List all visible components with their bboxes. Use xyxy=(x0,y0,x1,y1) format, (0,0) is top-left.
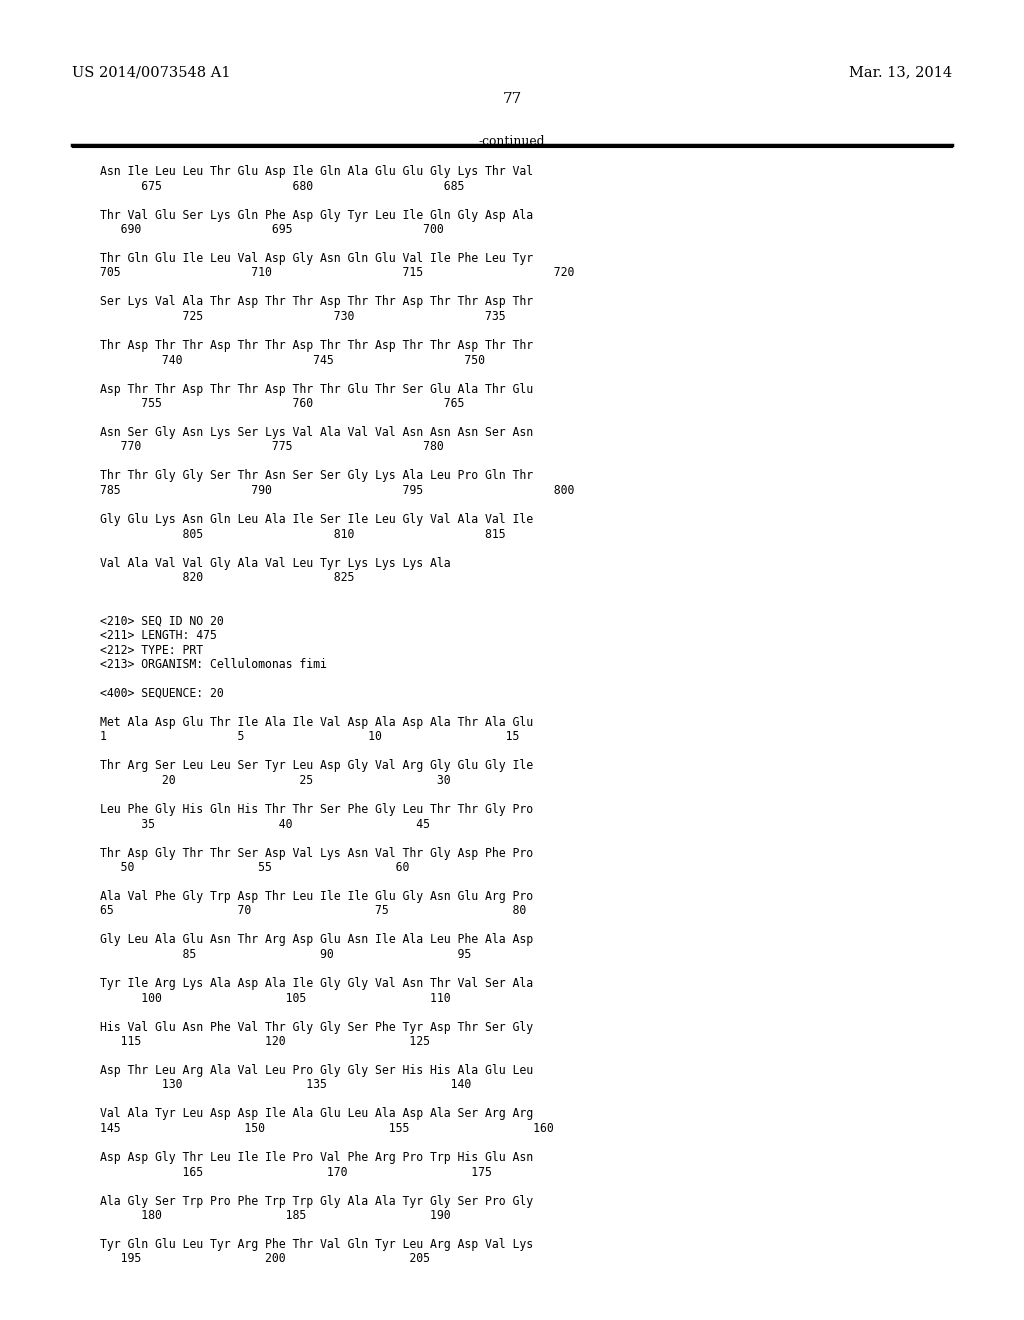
Text: Gly Leu Ala Glu Asn Thr Arg Asp Glu Asn Ile Ala Leu Phe Ala Asp: Gly Leu Ala Glu Asn Thr Arg Asp Glu Asn … xyxy=(100,933,534,946)
Text: 65                  70                  75                  80: 65 70 75 80 xyxy=(100,904,526,917)
Text: Thr Val Glu Ser Lys Gln Phe Asp Gly Tyr Leu Ile Gln Gly Asp Ala: Thr Val Glu Ser Lys Gln Phe Asp Gly Tyr … xyxy=(100,209,534,222)
Text: 145                  150                  155                  160: 145 150 155 160 xyxy=(100,1122,554,1135)
Text: Thr Asp Gly Thr Thr Ser Asp Val Lys Asn Val Thr Gly Asp Phe Pro: Thr Asp Gly Thr Thr Ser Asp Val Lys Asn … xyxy=(100,846,534,859)
Text: Leu Phe Gly His Gln His Thr Thr Ser Phe Gly Leu Thr Thr Gly Pro: Leu Phe Gly His Gln His Thr Thr Ser Phe … xyxy=(100,803,534,816)
Text: 705                   710                   715                   720: 705 710 715 720 xyxy=(100,267,574,280)
Text: Thr Gln Glu Ile Leu Val Asp Gly Asn Gln Glu Val Ile Phe Leu Tyr: Thr Gln Glu Ile Leu Val Asp Gly Asn Gln … xyxy=(100,252,534,265)
Text: 115                  120                  125: 115 120 125 xyxy=(100,1035,430,1048)
Text: 130                  135                  140: 130 135 140 xyxy=(100,1078,471,1092)
Text: Ala Val Phe Gly Trp Asp Thr Leu Ile Ile Glu Gly Asn Glu Arg Pro: Ala Val Phe Gly Trp Asp Thr Leu Ile Ile … xyxy=(100,890,534,903)
Text: Asp Asp Gly Thr Leu Ile Ile Pro Val Phe Arg Pro Trp His Glu Asn: Asp Asp Gly Thr Leu Ile Ile Pro Val Phe … xyxy=(100,1151,534,1164)
Text: 20                  25                  30: 20 25 30 xyxy=(100,774,451,787)
Text: Val Ala Val Val Gly Ala Val Leu Tyr Lys Lys Lys Ala: Val Ala Val Val Gly Ala Val Leu Tyr Lys … xyxy=(100,557,451,569)
Text: 690                   695                   700: 690 695 700 xyxy=(100,223,443,236)
Text: 77: 77 xyxy=(503,92,521,106)
Text: Ser Lys Val Ala Thr Asp Thr Thr Asp Thr Thr Asp Thr Thr Asp Thr: Ser Lys Val Ala Thr Asp Thr Thr Asp Thr … xyxy=(100,296,534,309)
Text: Val Ala Tyr Leu Asp Asp Ile Ala Glu Leu Ala Asp Ala Ser Arg Arg: Val Ala Tyr Leu Asp Asp Ile Ala Glu Leu … xyxy=(100,1107,534,1121)
Text: 35                  40                  45: 35 40 45 xyxy=(100,817,430,830)
Text: Tyr Gln Glu Leu Tyr Arg Phe Thr Val Gln Tyr Leu Arg Asp Val Lys: Tyr Gln Glu Leu Tyr Arg Phe Thr Val Gln … xyxy=(100,1238,534,1251)
Text: Thr Thr Gly Gly Ser Thr Asn Ser Ser Gly Lys Ala Leu Pro Gln Thr: Thr Thr Gly Gly Ser Thr Asn Ser Ser Gly … xyxy=(100,470,534,483)
Text: Asn Ile Leu Leu Thr Glu Asp Ile Gln Ala Glu Glu Gly Lys Thr Val: Asn Ile Leu Leu Thr Glu Asp Ile Gln Ala … xyxy=(100,165,534,178)
Text: Thr Arg Ser Leu Leu Ser Tyr Leu Asp Gly Val Arg Gly Glu Gly Ile: Thr Arg Ser Leu Leu Ser Tyr Leu Asp Gly … xyxy=(100,759,534,772)
Text: Asn Ser Gly Asn Lys Ser Lys Val Ala Val Val Asn Asn Asn Ser Asn: Asn Ser Gly Asn Lys Ser Lys Val Ala Val … xyxy=(100,426,534,440)
Text: 100                  105                  110: 100 105 110 xyxy=(100,991,451,1005)
Text: Tyr Ile Arg Lys Ala Asp Ala Ile Gly Gly Val Asn Thr Val Ser Ala: Tyr Ile Arg Lys Ala Asp Ala Ile Gly Gly … xyxy=(100,977,534,990)
Text: His Val Glu Asn Phe Val Thr Gly Gly Ser Phe Tyr Asp Thr Ser Gly: His Val Glu Asn Phe Val Thr Gly Gly Ser … xyxy=(100,1020,534,1034)
Text: 740                   745                   750: 740 745 750 xyxy=(100,354,485,367)
Text: -continued: -continued xyxy=(479,135,545,148)
Text: <212> TYPE: PRT: <212> TYPE: PRT xyxy=(100,644,203,656)
Text: 1                   5                  10                  15: 1 5 10 15 xyxy=(100,730,519,743)
Text: 785                   790                   795                   800: 785 790 795 800 xyxy=(100,484,574,498)
Text: 675                   680                   685: 675 680 685 xyxy=(100,180,464,193)
Text: Mar. 13, 2014: Mar. 13, 2014 xyxy=(849,65,952,79)
Text: 195                  200                  205: 195 200 205 xyxy=(100,1253,430,1266)
Text: <213> ORGANISM: Cellulomonas fimi: <213> ORGANISM: Cellulomonas fimi xyxy=(100,657,327,671)
Text: <400> SEQUENCE: 20: <400> SEQUENCE: 20 xyxy=(100,686,224,700)
Text: Gly Glu Lys Asn Gln Leu Ala Ile Ser Ile Leu Gly Val Ala Val Ile: Gly Glu Lys Asn Gln Leu Ala Ile Ser Ile … xyxy=(100,513,534,525)
Text: 805                   810                   815: 805 810 815 xyxy=(100,528,506,540)
Text: 725                   730                   735: 725 730 735 xyxy=(100,310,506,323)
Text: <210> SEQ ID NO 20: <210> SEQ ID NO 20 xyxy=(100,615,224,627)
Text: Asp Thr Thr Asp Thr Thr Asp Thr Thr Glu Thr Ser Glu Ala Thr Glu: Asp Thr Thr Asp Thr Thr Asp Thr Thr Glu … xyxy=(100,383,534,396)
Text: <211> LENGTH: 475: <211> LENGTH: 475 xyxy=(100,630,217,642)
Text: 85                  90                  95: 85 90 95 xyxy=(100,948,471,961)
Text: Met Ala Asp Glu Thr Ile Ala Ile Val Asp Ala Asp Ala Thr Ala Glu: Met Ala Asp Glu Thr Ile Ala Ile Val Asp … xyxy=(100,715,534,729)
Text: 165                  170                  175: 165 170 175 xyxy=(100,1166,492,1179)
Text: 820                   825: 820 825 xyxy=(100,572,354,583)
Text: 755                   760                   765: 755 760 765 xyxy=(100,397,464,411)
Text: 180                  185                  190: 180 185 190 xyxy=(100,1209,451,1222)
Text: Ala Gly Ser Trp Pro Phe Trp Trp Gly Ala Ala Tyr Gly Ser Pro Gly: Ala Gly Ser Trp Pro Phe Trp Trp Gly Ala … xyxy=(100,1195,534,1208)
Text: 770                   775                   780: 770 775 780 xyxy=(100,441,443,454)
Text: Thr Asp Thr Thr Asp Thr Thr Asp Thr Thr Asp Thr Thr Asp Thr Thr: Thr Asp Thr Thr Asp Thr Thr Asp Thr Thr … xyxy=(100,339,534,352)
Text: US 2014/0073548 A1: US 2014/0073548 A1 xyxy=(72,65,230,79)
Text: Asp Thr Leu Arg Ala Val Leu Pro Gly Gly Ser His His Ala Glu Leu: Asp Thr Leu Arg Ala Val Leu Pro Gly Gly … xyxy=(100,1064,534,1077)
Text: 50                  55                  60: 50 55 60 xyxy=(100,861,410,874)
